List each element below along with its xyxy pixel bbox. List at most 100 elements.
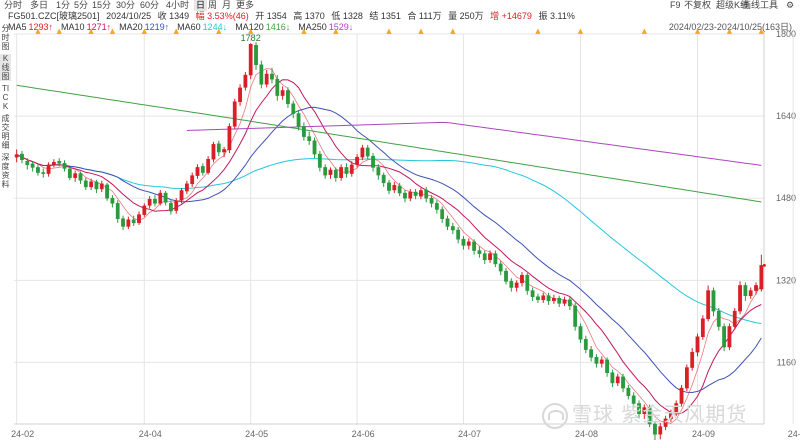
candle-body (530, 290, 535, 297)
candle-body (493, 253, 498, 265)
candle-body (658, 426, 663, 435)
candle-body (174, 200, 179, 211)
candle-body (296, 113, 301, 127)
change-label: 幅 3.53%(46) (195, 11, 249, 21)
candle-body (392, 185, 397, 191)
candle-body (610, 372, 615, 384)
candle-body (94, 181, 99, 190)
candle-body (445, 218, 450, 227)
toolbar-right-item-2[interactable]: 超级K线 (716, 0, 750, 10)
candle-body (551, 298, 556, 302)
event-marker-icon: ▲ (301, 27, 307, 35)
ma-legend-value: 1271↑ (86, 22, 112, 32)
candle-body (690, 351, 695, 368)
candle-body (466, 241, 471, 246)
toolbar-right-item-0[interactable]: F9 (670, 0, 681, 10)
candle-body (419, 190, 423, 197)
ma5-line (16, 68, 762, 424)
candle-body (259, 64, 264, 85)
candle-body (562, 299, 567, 304)
candle-body (190, 175, 195, 185)
event-marker-icon: ▲ (57, 27, 63, 35)
event-marker-icon: ▲ (418, 27, 424, 35)
candle-body (663, 418, 668, 427)
event-marker-icon: ▲ (535, 27, 541, 35)
watermark-text: 雪球 紫金天风期货 (572, 402, 748, 426)
ma-legend-item: MA250 1529↓ (298, 22, 357, 32)
candle-body (291, 103, 296, 114)
left-tab-1[interactable]: K线图 (0, 54, 11, 81)
candle-body (615, 376, 620, 384)
candle-body (179, 190, 184, 201)
period-tab-5[interactable]: 30分 (116, 0, 136, 10)
candle-body (137, 214, 141, 224)
candle-body (142, 205, 147, 215)
ma-legend-value: 1529↓ (328, 22, 354, 32)
ma-legend-value: 1244↓ (202, 22, 228, 32)
candle-body (504, 270, 508, 282)
gear-icon[interactable]: ⚙ (786, 0, 795, 10)
candle-body (583, 339, 588, 350)
period-tab-4[interactable]: 15分 (92, 0, 112, 10)
candle-body (232, 101, 237, 127)
candle-body (567, 299, 572, 307)
ma-legend: MA5 1293↑ MA10 1271↑ MA20 1219↑ MA60 1244↓ MA120… (8, 22, 361, 33)
candle-body (163, 192, 168, 203)
candle-body (51, 162, 56, 165)
candle-body (403, 192, 407, 199)
ma-legend-value: 1219↑ (144, 22, 170, 32)
candle-body (115, 203, 120, 219)
period-tab-10[interactable]: 月 (222, 0, 232, 10)
candle-body (184, 183, 189, 192)
period-tab-3[interactable]: 5分 (74, 0, 89, 10)
candle-body (621, 376, 625, 389)
candle-body (450, 226, 455, 231)
ma-legend-item: MA10 1271↑ (61, 22, 115, 32)
ma-legend-item: MA60 1244↓ (177, 22, 231, 32)
xueqiu-logo-icon (542, 402, 568, 429)
event-marker-icon: ▲ (578, 27, 584, 35)
candle-body (498, 263, 503, 272)
toolbar-right-item-1[interactable]: 不复权 (684, 0, 712, 10)
toolbar-right-item-3[interactable]: 画线 (742, 0, 761, 10)
left-tab-2[interactable]: TICK (1, 84, 10, 111)
candle-body (381, 174, 386, 184)
period-tab-8[interactable]: 日 (194, 0, 208, 11)
event-marker-icon: ▲ (333, 27, 339, 35)
x-tick-label: 24-04 (139, 429, 162, 439)
candle-body (599, 359, 604, 364)
y-tick-label: 1800 (776, 29, 796, 39)
candle-body (169, 203, 173, 212)
candle-body (525, 274, 530, 291)
candle-body (227, 126, 232, 151)
candle-body (594, 357, 599, 364)
left-tab-3[interactable]: 成交明细 (1, 114, 10, 150)
period-tab-6[interactable]: 60分 (140, 0, 160, 10)
period-tab-9[interactable]: 周 (208, 0, 218, 10)
candle-body (41, 172, 46, 174)
left-tab-4[interactable]: 深度资料 (1, 153, 10, 189)
candle-body (754, 285, 758, 291)
candle-body (727, 326, 732, 348)
candle-body (36, 167, 40, 173)
event-marker-icon: ▲ (35, 27, 41, 35)
candle-body (14, 154, 19, 158)
left-tab-0[interactable]: 分时图 (1, 24, 10, 51)
toolbar-right-item-4[interactable]: 工具 (760, 0, 779, 10)
candle-body (732, 310, 737, 327)
candle-body (722, 326, 727, 348)
period-tab-11[interactable]: 更多 (236, 0, 255, 10)
candle-body (344, 167, 349, 174)
candle-body (589, 349, 594, 358)
open-interest-label: 量 250万 (448, 11, 484, 21)
candle-body (482, 253, 487, 261)
candle-body (254, 45, 258, 66)
left-tab-bar: 分时图 K线图 TICK 成交明细深度资料 (0, 24, 12, 192)
period-tab-0[interactable]: 分时 (4, 0, 23, 10)
candle-body (211, 144, 216, 160)
period-tab-7[interactable]: 4小时 (166, 0, 190, 10)
period-tab-1[interactable]: 多日 (30, 0, 49, 10)
period-tab-2[interactable]: 1分 (56, 0, 71, 10)
candle-body (738, 285, 742, 312)
